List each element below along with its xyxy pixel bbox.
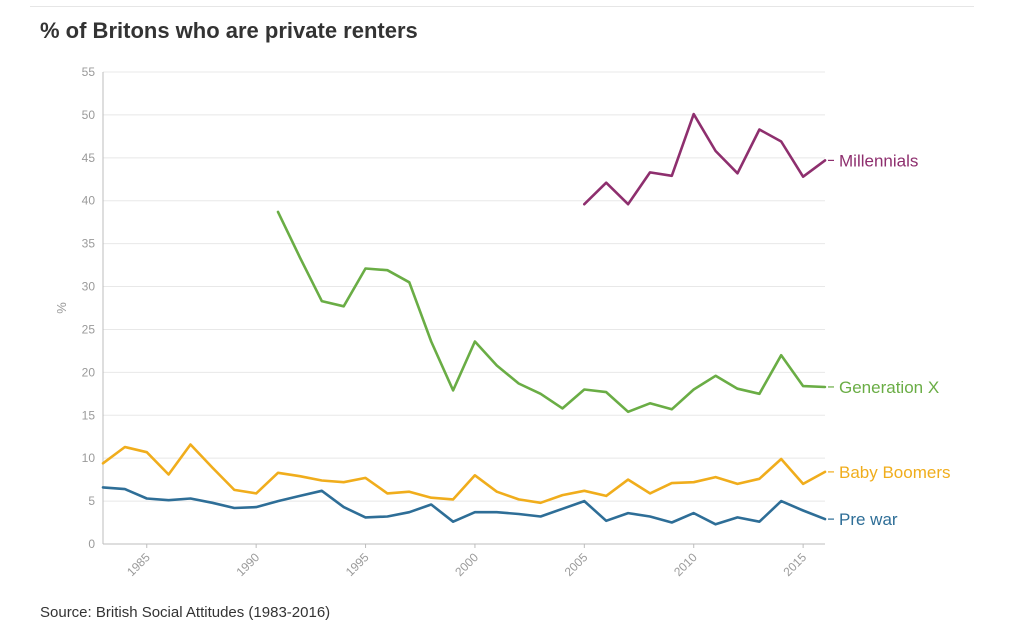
x-tick-label: 2015 bbox=[780, 550, 809, 579]
series-line-baby-boomers bbox=[101, 443, 827, 505]
y-tick-label: 10 bbox=[82, 451, 96, 465]
series-line-generation-x bbox=[276, 210, 827, 414]
series-label: Generation X bbox=[839, 378, 939, 397]
y-tick-label: 5 bbox=[88, 494, 95, 508]
series-line-millennials bbox=[582, 112, 827, 206]
x-tick-label: 1995 bbox=[343, 550, 372, 579]
y-tick-label: 35 bbox=[82, 237, 96, 251]
x-tick-label: 2010 bbox=[671, 550, 700, 579]
y-tick-label: 55 bbox=[82, 65, 96, 79]
y-tick-label: 0 bbox=[88, 537, 95, 551]
y-tick-label: 30 bbox=[82, 280, 96, 294]
y-tick-label: 15 bbox=[82, 408, 96, 422]
y-tick-label: 40 bbox=[82, 194, 96, 208]
x-tick-label: 2000 bbox=[452, 550, 481, 579]
chart-title: % of Britons who are private renters bbox=[40, 18, 418, 43]
x-tick-label: 2005 bbox=[562, 550, 591, 579]
y-tick-label: 25 bbox=[82, 322, 96, 336]
top-divider bbox=[30, 6, 974, 7]
y-tick-label: 20 bbox=[82, 365, 96, 379]
y-tick-label: 50 bbox=[82, 108, 96, 122]
source-note: Source: British Social Attitudes (1983-2… bbox=[40, 604, 331, 621]
x-tick-label: 1985 bbox=[124, 550, 153, 579]
series-line-pre-war bbox=[101, 486, 827, 526]
series-label: Pre war bbox=[839, 510, 898, 529]
series-label: Baby Boomers bbox=[839, 463, 951, 482]
x-tick-label: 1990 bbox=[233, 550, 262, 579]
y-tick-label: 45 bbox=[82, 151, 96, 165]
series-label: Millennials bbox=[839, 151, 918, 170]
y-axis-label: % bbox=[54, 302, 69, 314]
